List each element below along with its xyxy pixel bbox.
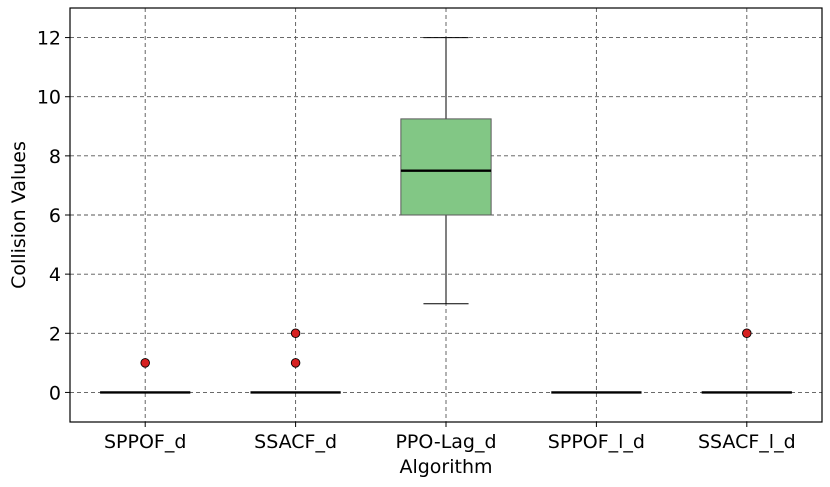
y-tick-label: 2 bbox=[49, 323, 61, 345]
outlier-point bbox=[742, 328, 752, 339]
box-plot-series bbox=[100, 37, 792, 394]
y-tick-label: 0 bbox=[49, 382, 61, 404]
x-tick-label: SPPOF_l_d bbox=[548, 431, 645, 453]
box-group bbox=[100, 358, 191, 394]
outlier-point bbox=[290, 358, 301, 368]
y-axis-label: Collision Values bbox=[8, 141, 30, 289]
x-axis-label: Algorithm bbox=[399, 456, 492, 478]
box-group bbox=[400, 37, 492, 305]
outlier-point bbox=[140, 358, 150, 368]
x-tick-label: SPPOF_d bbox=[104, 431, 186, 453]
box-iqr bbox=[400, 118, 492, 216]
box-group bbox=[250, 328, 341, 394]
y-tick-label: 8 bbox=[49, 146, 61, 168]
y-tick-label: 10 bbox=[37, 87, 61, 109]
box-group bbox=[701, 328, 792, 394]
y-tick-label: 12 bbox=[37, 28, 61, 50]
y-tick-label: 4 bbox=[49, 264, 61, 286]
x-tick-label: SSACF_l_d bbox=[698, 431, 796, 453]
y-axis-ticks: 0 2 4 6 8 10 12 bbox=[37, 28, 70, 404]
outlier-point bbox=[290, 328, 301, 339]
x-tick-label: SSACF_d bbox=[254, 431, 337, 453]
grid-lines bbox=[70, 8, 822, 422]
x-tick-label: PPO-Lag_d bbox=[395, 431, 496, 453]
x-axis-ticks: SPPOF_d SSACF_d PPO-Lag_d SPPOF_l_d SSACF_l_… bbox=[104, 422, 796, 453]
y-tick-label: 6 bbox=[49, 205, 61, 227]
